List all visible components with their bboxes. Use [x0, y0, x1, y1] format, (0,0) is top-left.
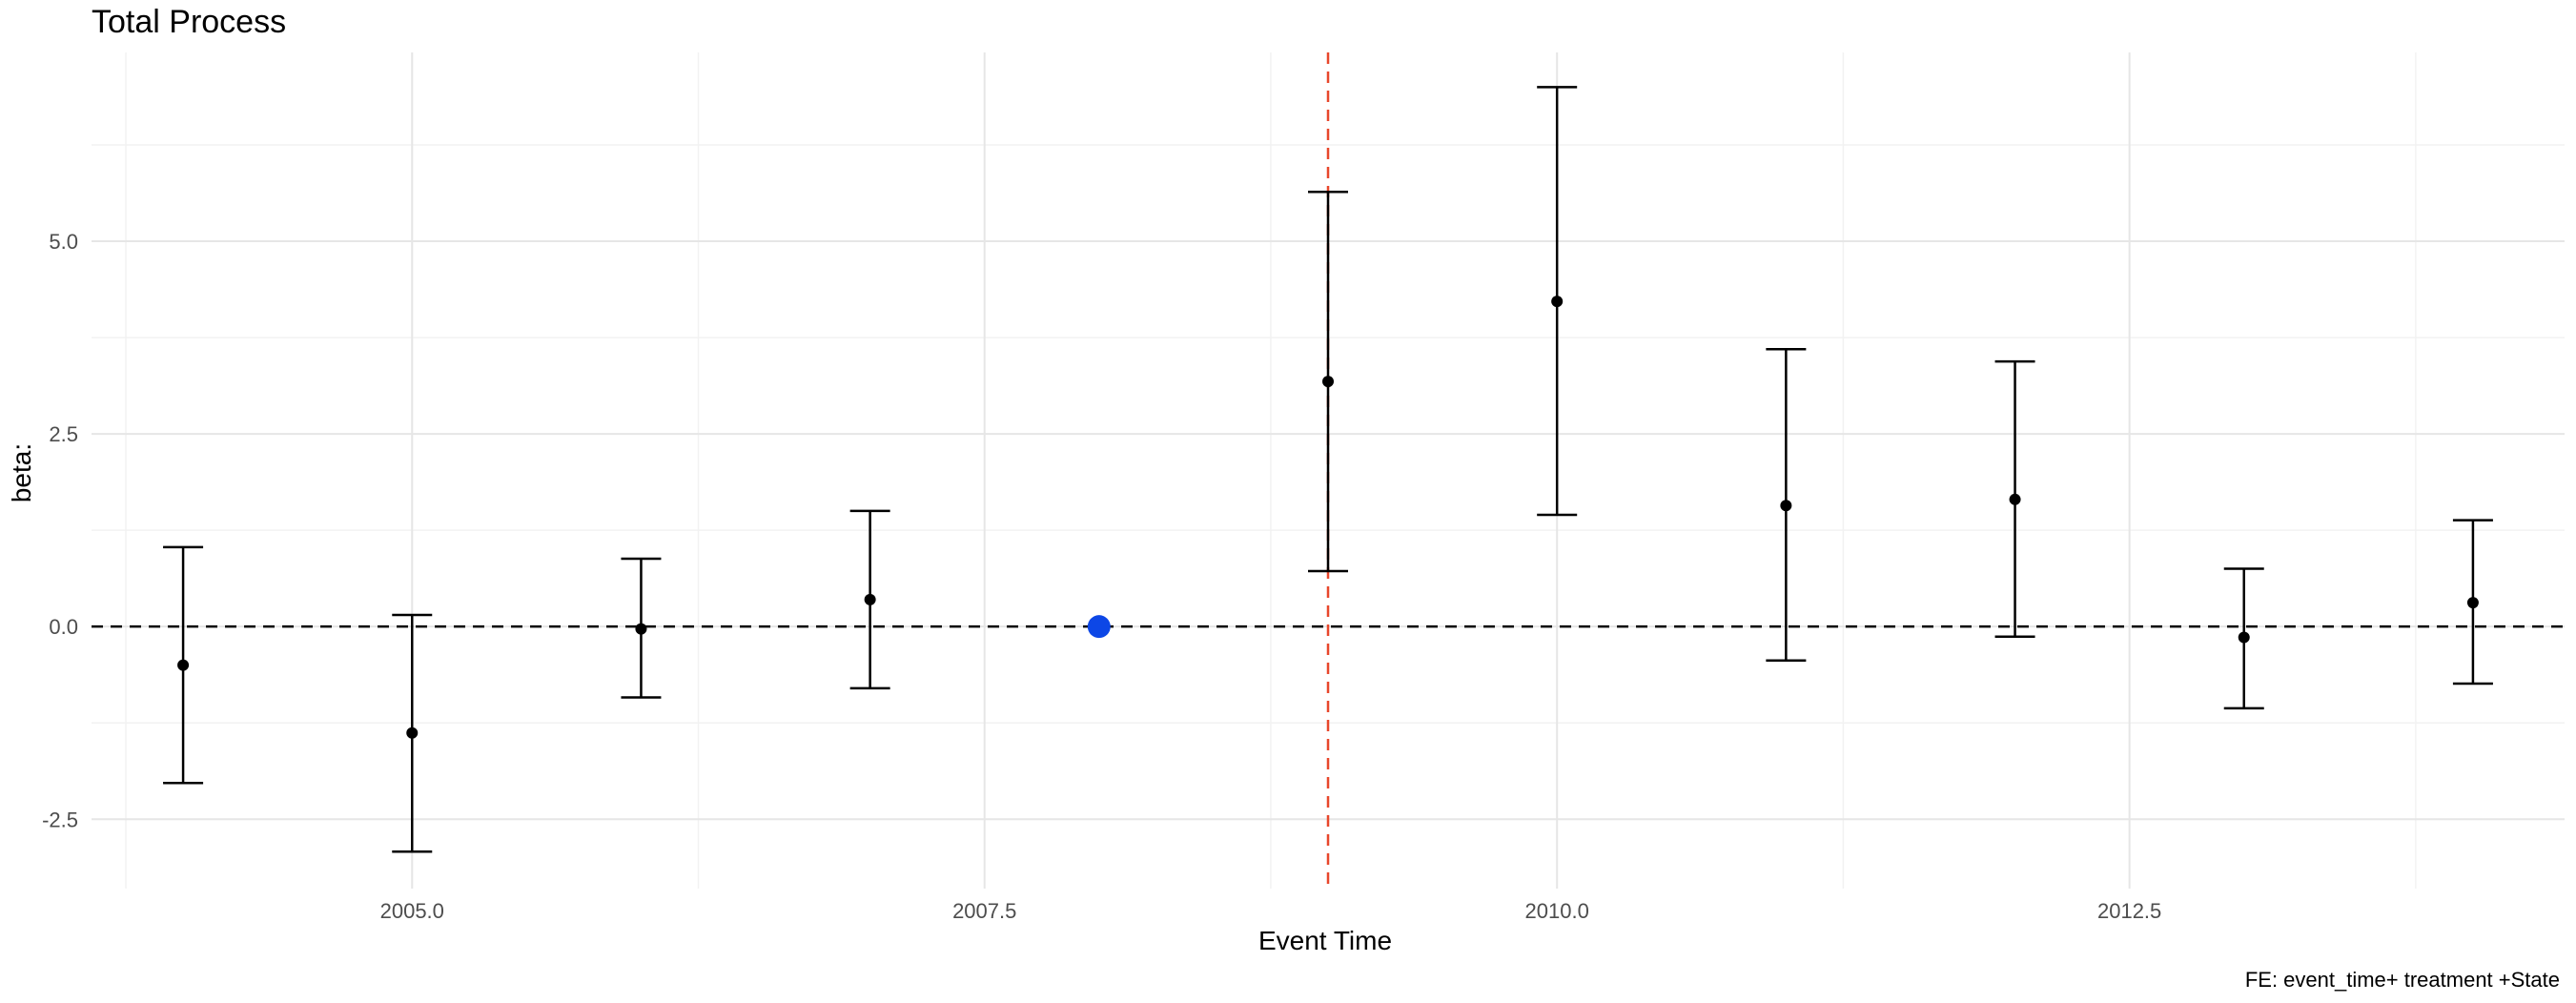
estimate-point — [2466, 597, 2479, 609]
x-tick-label: 2005.0 — [380, 899, 444, 923]
estimate-point — [1551, 296, 1564, 308]
x-axis-title: Event Time — [1258, 926, 1392, 955]
error-bars — [163, 86, 2493, 853]
estimate-point — [864, 593, 876, 605]
estimate-point — [1780, 500, 1792, 512]
y-tick-label: 5.0 — [49, 230, 78, 254]
estimate-point — [2009, 493, 2021, 505]
estimate-point — [1322, 376, 1334, 388]
y-tick-label: 0.0 — [49, 615, 78, 639]
estimate-point — [406, 727, 419, 739]
x-tick-label: 2007.5 — [952, 899, 1016, 923]
y-tick-label: -2.5 — [42, 808, 78, 831]
x-tick-label: 2012.5 — [2097, 899, 2161, 923]
reference-period-point — [1087, 615, 1111, 639]
estimate-point — [2238, 631, 2250, 644]
x-tick-label: 2010.0 — [1525, 899, 1589, 923]
x-tick-labels: 2005.0 2007.5 2010.0 2012.5 — [380, 899, 2162, 923]
y-axis-title: beta: — [7, 443, 36, 502]
y-tick-labels: -2.5 0.0 2.5 5.0 — [42, 230, 78, 831]
y-tick-label: 2.5 — [49, 422, 78, 446]
data-points — [177, 296, 2479, 739]
chart-caption: FE: event_time+ treatment +State — [2245, 968, 2560, 992]
chart-title: Total Process — [92, 4, 286, 40]
estimate-point — [635, 623, 647, 635]
estimate-point — [177, 659, 190, 671]
